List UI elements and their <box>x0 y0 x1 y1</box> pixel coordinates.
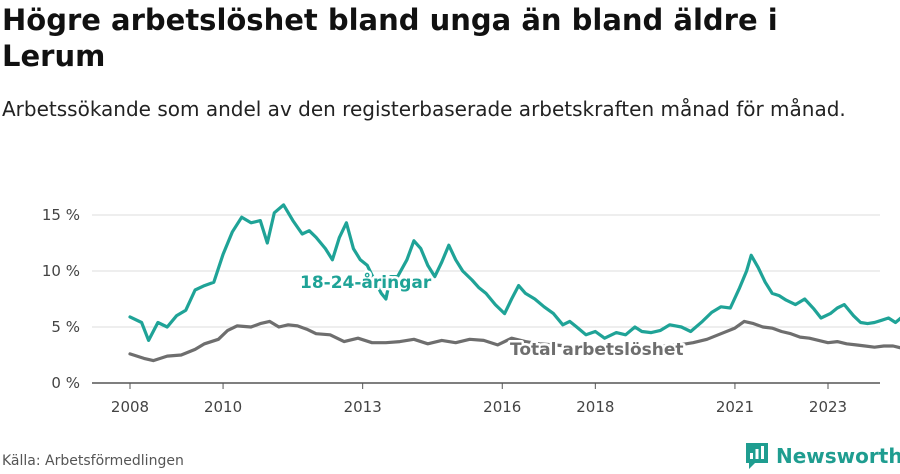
total-series-line <box>128 319 900 363</box>
x-tick-label: 2010 <box>204 398 242 416</box>
youth-series-label: 18-24-åringar <box>300 271 432 293</box>
axes: 0 % 5 % 10 % 15 % 2008 2010 2013 2016 2018 2021 20… <box>42 206 880 416</box>
youth-series-label-halo: 18-24-åringar <box>300 271 432 293</box>
chart-subtitle: Arbetssökande som andel av den registerb… <box>2 97 846 121</box>
total-series-label: Total arbetslöshet <box>510 340 684 360</box>
y-tick-label: 0 % <box>51 374 80 392</box>
x-tick-label: 2023 <box>809 398 847 416</box>
x-tick-label: 2016 <box>483 398 521 416</box>
brand-logo[interactable]: Newsworthy <box>746 443 900 469</box>
series-lines <box>128 203 900 363</box>
brand-name: Newsworthy <box>776 444 900 468</box>
source-note: Källa: Arbetsförmedlingen <box>2 453 184 469</box>
x-tick-label: 2013 <box>344 398 382 416</box>
chart-title: Högre arbetslöshet bland unga än bland ä… <box>2 3 778 73</box>
x-tick-label: 2021 <box>716 398 754 416</box>
youth-series-line <box>128 203 900 342</box>
y-tick-label: 5 % <box>51 318 80 336</box>
y-tick-label: 10 % <box>42 262 80 280</box>
total-series-label-halo: Total arbetslöshet <box>510 340 684 360</box>
y-tick-label: 15 % <box>42 206 80 224</box>
grid-lines <box>92 214 880 328</box>
newsworthy-logo-icon <box>746 443 768 469</box>
x-tick-label: 2008 <box>111 398 149 416</box>
x-tick-label: 2018 <box>576 398 614 416</box>
